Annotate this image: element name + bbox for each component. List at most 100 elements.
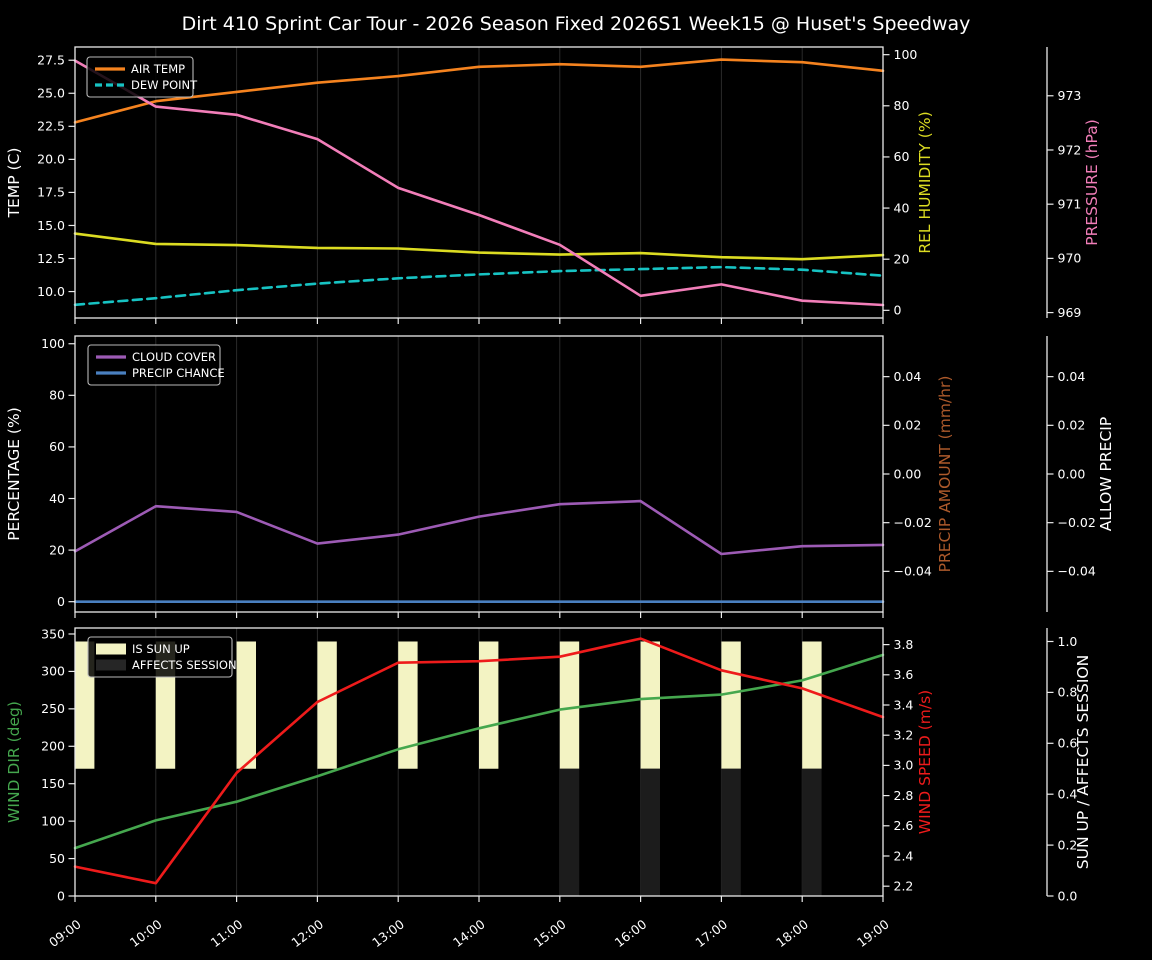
rel-humidity-line (73, 232, 885, 261)
left-tick-label: 27.5 (37, 53, 65, 68)
right1-tick-label: 3.8 (894, 637, 914, 652)
right1-tick-label: 3.0 (894, 758, 914, 773)
left-axis-label: PERCENTAGE (%) (5, 407, 23, 541)
right2-tick-label: 0.04 (1058, 369, 1086, 384)
x-tick-label: 10:00 (127, 916, 165, 950)
cloud-precip-panel: 0 20 40 60 80 100 PERCENTAGE (%) 0.04 0.02 0.00 −0… (5, 335, 1115, 618)
x-tick-label: 16:00 (612, 916, 650, 950)
left-tick-label: 15.0 (37, 218, 65, 233)
affects-session-bar (640, 768, 660, 896)
cloud-cover-line (73, 499, 885, 556)
legend-box (87, 344, 221, 386)
legend-label: AIR TEMP (131, 62, 185, 76)
right1-tick-label: 0.00 (894, 466, 922, 481)
right2-axis-label: PRESSURE (hPa) (1083, 119, 1101, 246)
wind-speed-line (73, 637, 885, 885)
temperature-panel: 10.0 12.5 15.0 17.5 20.0 22.5 25.0 27.5 TEMP (C)… (5, 46, 1101, 324)
right2-tick-label: 1.0 (1058, 634, 1078, 649)
right1-tick-label: 100 (894, 47, 918, 62)
x-tick-label: 14:00 (450, 916, 488, 950)
affects-session-bar (802, 768, 822, 896)
air-temp-line (73, 58, 885, 124)
left-tick-label: 100 (41, 336, 65, 351)
right2-tick-label: 0.02 (1058, 418, 1086, 433)
left-tick-label: 40 (49, 491, 65, 506)
right2-tick-label: 0.00 (1058, 466, 1086, 481)
legend-label: CLOUD COVER (132, 350, 216, 364)
right2-tick-label: 0.8 (1058, 685, 1078, 700)
left-tick-label: 50 (49, 851, 65, 866)
is-sun-up-bar (640, 641, 660, 769)
legend-swatch-patch (96, 659, 126, 671)
right2-tick-label: 0.4 (1058, 786, 1078, 801)
right2-tick-label: 970 (1058, 251, 1082, 266)
right1-axis-label: PRECIP AMOUNT (mm/hr) (936, 376, 954, 573)
right2-tick-label: −0.04 (1058, 564, 1096, 579)
legend-label: IS SUN UP (132, 642, 190, 656)
legend-swatch-patch (96, 643, 126, 655)
left-axis-label: WIND DIR (deg) (5, 701, 23, 823)
right1-axis-label: REL HUMIDITY (%) (916, 111, 934, 253)
is-sun-up-bar (721, 641, 741, 769)
figure-title: Dirt 410 Sprint Car Tour - 2026 Season F… (181, 13, 971, 35)
right1-tick-label: 40 (894, 200, 910, 215)
left-tick-label: 0 (57, 594, 65, 609)
left-axis-label: TEMP (C) (5, 148, 23, 219)
legend-box (86, 56, 194, 98)
x-tick-label: 18:00 (773, 916, 811, 950)
left-tick-label: 10.0 (37, 284, 65, 299)
affects-session-bar (559, 768, 580, 896)
right2-tick-label: 0.0 (1058, 888, 1078, 903)
right2-tick-label: −0.02 (1058, 515, 1096, 530)
right2-tick-label: 973 (1058, 88, 1082, 103)
x-tick-label: 17:00 (692, 916, 730, 950)
right1-tick-label: −0.04 (894, 564, 932, 579)
left-tick-label: 200 (41, 739, 65, 754)
is-sun-up-bar (236, 641, 256, 769)
right1-tick-label: 2.6 (894, 818, 914, 833)
is-sun-up-bar (479, 641, 499, 769)
left-tick-label: 22.5 (37, 119, 65, 134)
right1-tick-label: 0.02 (894, 418, 922, 433)
x-tick-label: 19:00 (854, 916, 892, 950)
affects-session-bar (721, 768, 741, 896)
right2-tick-label: 972 (1058, 142, 1082, 157)
left-tick-label: 20.0 (37, 152, 65, 167)
left-tick-label: 60 (49, 439, 65, 454)
left-tick-label: 25.0 (37, 86, 65, 101)
right1-tick-label: −0.02 (894, 515, 932, 530)
x-tick-label: 12:00 (288, 916, 326, 950)
right1-tick-label: 2.4 (894, 848, 914, 863)
left-tick-label: 17.5 (37, 185, 65, 200)
left-tick-label: 100 (41, 813, 65, 828)
left-tick-label: 20 (49, 542, 65, 557)
right2-tick-label: 0.6 (1058, 736, 1078, 751)
left-tick-label: 250 (41, 701, 65, 716)
right1-tick-label: 3.2 (894, 728, 914, 743)
left-tick-label: 300 (41, 664, 65, 679)
is-sun-up-bar (398, 641, 418, 769)
pressure-line (73, 59, 885, 307)
right1-tick-label: 60 (894, 149, 910, 164)
right1-tick-label: 3.6 (894, 667, 914, 682)
left-tick-label: 80 (49, 388, 65, 403)
right2-axis-label: ALLOW PRECIP (1097, 417, 1115, 531)
right1-tick-label: 20 (894, 251, 910, 266)
right1-tick-label: 80 (894, 98, 910, 113)
right1-tick-label: 0 (894, 303, 902, 318)
right1-tick-label: 2.8 (894, 788, 914, 803)
right2-axis-label: SUN UP / AFFECTS SESSION (1074, 655, 1092, 869)
is-sun-up-bar (559, 641, 580, 769)
legend-label: PRECIP CHANCE (132, 366, 225, 380)
x-tick-label: 09:00 (46, 916, 84, 950)
right1-tick-label: 0.04 (894, 369, 922, 384)
is-sun-up-bar (802, 641, 822, 769)
right1-tick-label: 2.2 (894, 878, 914, 893)
wind-sun-panel: 0 50 100 150 200 250 300 350 WIND DIR (deg) 2.2 2.… (5, 626, 1092, 950)
legend-label: AFFECTS SESSION (132, 658, 237, 672)
left-tick-label: 350 (41, 626, 65, 641)
right1-axis-label: WIND SPEED (m/s) (916, 690, 934, 834)
x-tick-label: 13:00 (369, 916, 407, 950)
